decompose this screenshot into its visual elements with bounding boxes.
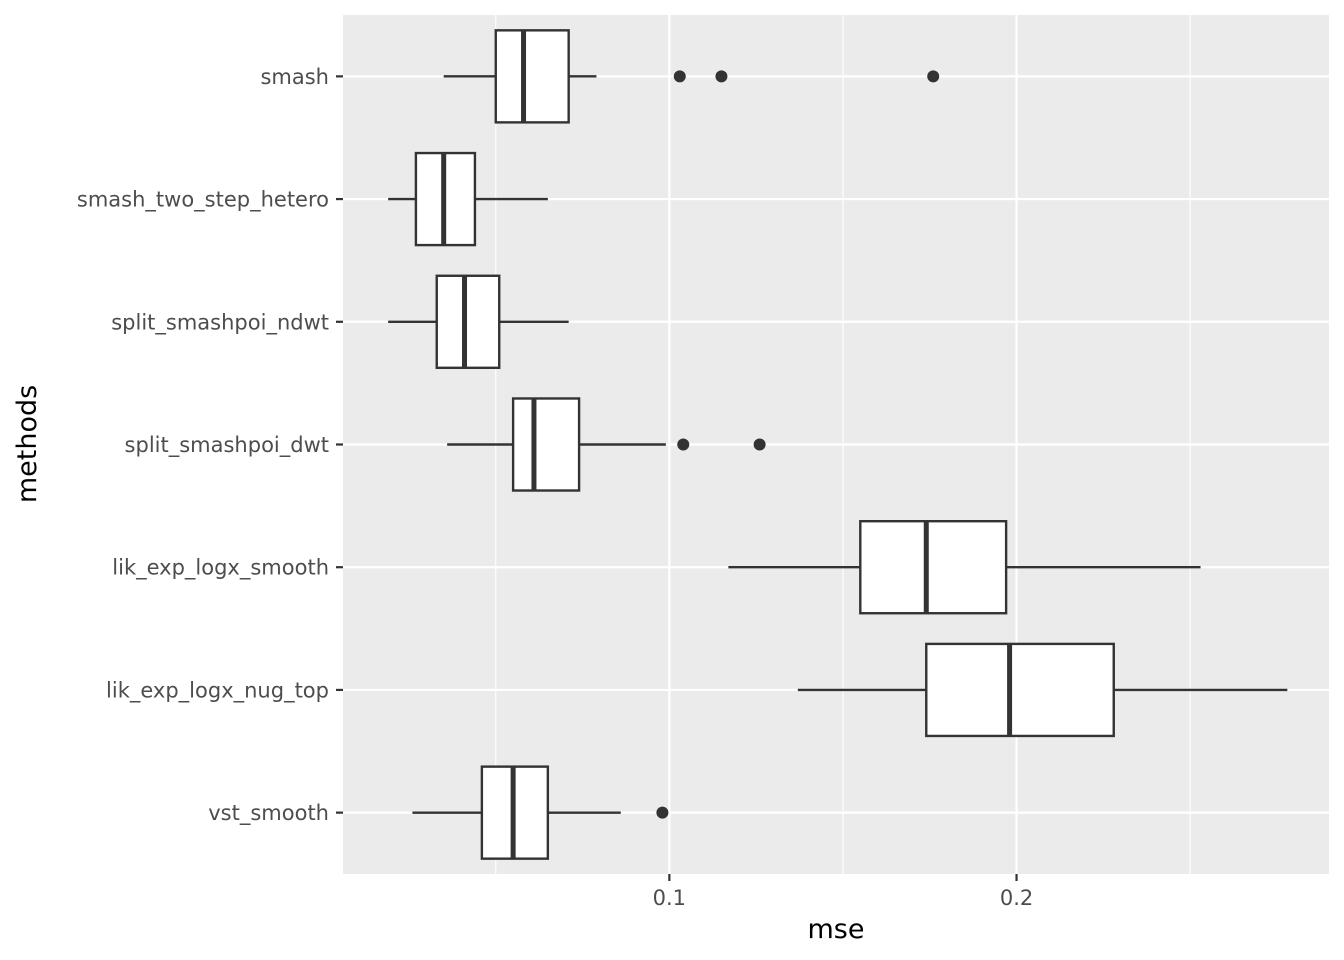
y-tick-label-vst-smooth: vst_smooth bbox=[208, 801, 329, 826]
box-vst-smooth bbox=[412, 765, 669, 860]
box-smash-two-step-hetero bbox=[388, 151, 548, 247]
axes: 0.1 0.2 smash smash_two_step_hetero split_sm… bbox=[77, 65, 1033, 910]
outlier-point bbox=[656, 806, 669, 819]
y-tick-label-split-smashpoi-ndwt: split_smashpoi_ndwt bbox=[111, 310, 329, 335]
boxes bbox=[388, 29, 1288, 860]
box-lik-exp-logx-nug-top bbox=[797, 642, 1288, 738]
outlier-point bbox=[715, 70, 728, 83]
outlier-point bbox=[753, 438, 766, 451]
y-tick-label-smash-two-step-hetero: smash_two_step_hetero bbox=[77, 188, 329, 213]
x-axis-title: mse bbox=[808, 914, 865, 945]
box-split-smashpoi-ndwt bbox=[388, 274, 569, 370]
outlier-point bbox=[927, 70, 940, 83]
iqr-box bbox=[925, 642, 1115, 738]
x-tick-label: 0.2 bbox=[1000, 886, 1033, 910]
y-tick-label-split-smashpoi-dwt: split_smashpoi_dwt bbox=[125, 433, 329, 458]
box-smash bbox=[443, 29, 940, 124]
y-tick-label-smash: smash bbox=[260, 65, 329, 89]
y-tick-label-lik-exp-logx-smooth: lik_exp_logx_smooth bbox=[112, 556, 329, 581]
box-lik-exp-logx-smooth bbox=[728, 519, 1201, 615]
y-tick-label-lik-exp-logx-nug-top: lik_exp_logx_nug_top bbox=[106, 678, 329, 703]
iqr-box bbox=[435, 274, 501, 370]
iqr-box bbox=[511, 397, 581, 492]
outlier-point bbox=[673, 70, 686, 83]
iqr-box bbox=[494, 29, 570, 124]
x-tick-label: 0.1 bbox=[653, 886, 686, 910]
box-split-smashpoi-dwt bbox=[447, 397, 766, 492]
y-axis-title: methods bbox=[12, 385, 43, 503]
outlier-point bbox=[677, 438, 690, 451]
iqr-box bbox=[859, 519, 1008, 615]
